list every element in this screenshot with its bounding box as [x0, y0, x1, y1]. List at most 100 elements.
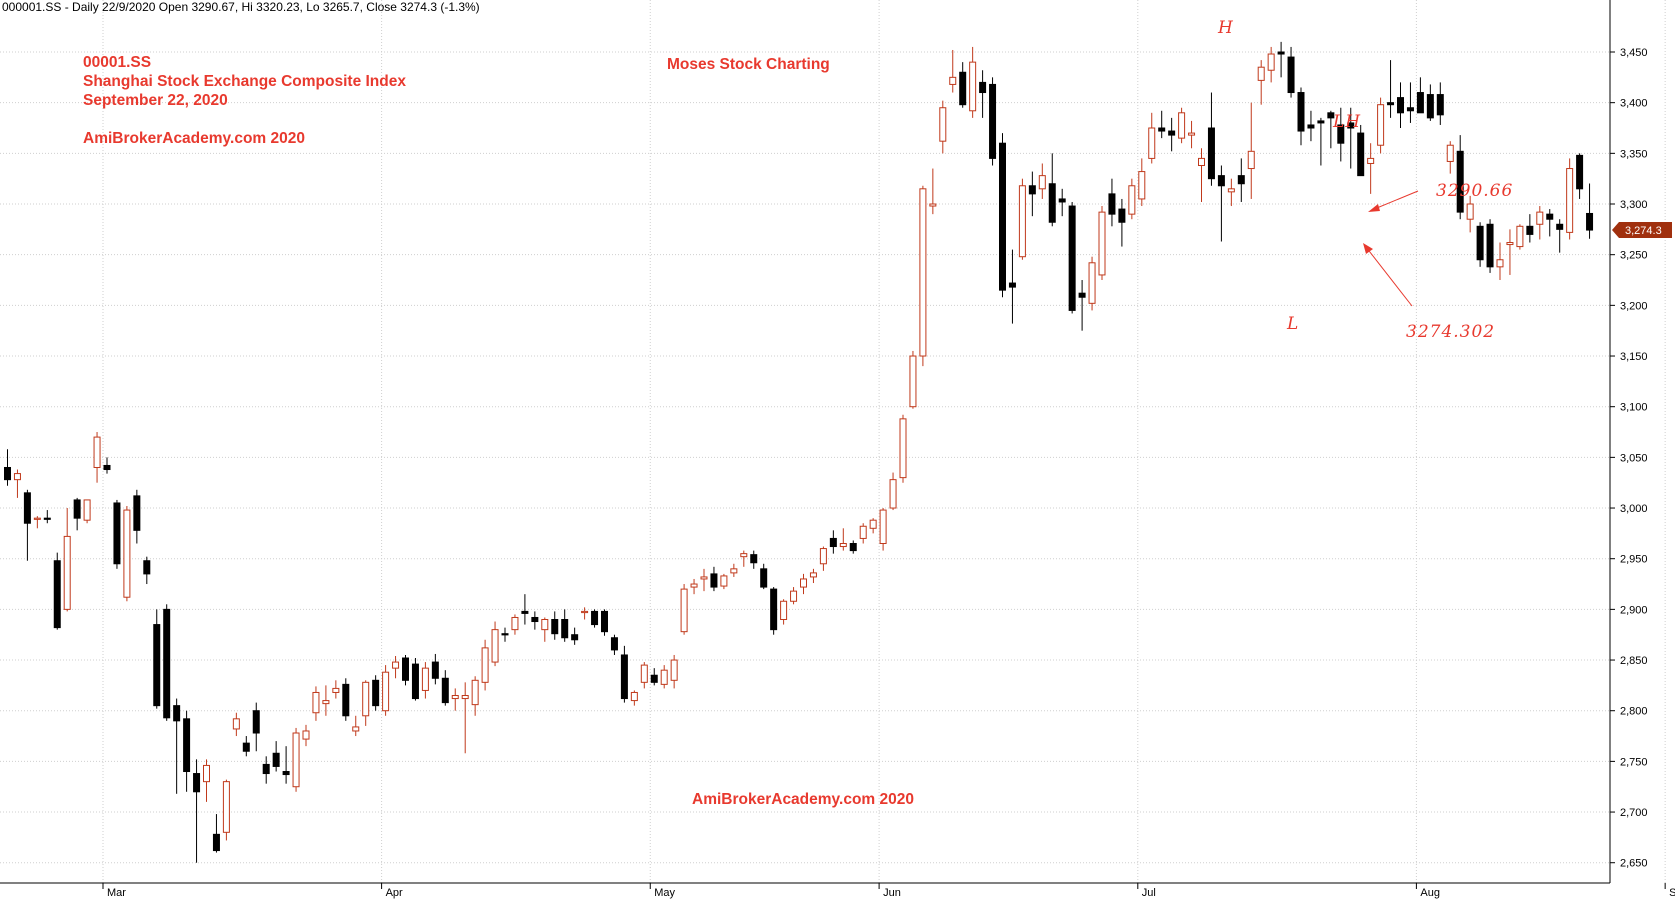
candle	[720, 573, 728, 590]
candle	[919, 185, 927, 367]
candle	[402, 654, 409, 686]
candle	[1456, 135, 1464, 220]
candle	[1377, 97, 1385, 154]
candle	[571, 627, 579, 645]
candle	[392, 655, 400, 679]
candle	[839, 528, 847, 551]
candle	[491, 621, 499, 667]
note-open-price: 3290.66	[1436, 181, 1514, 201]
y-tick-label: 3,050	[1620, 452, 1648, 464]
candle-body	[1217, 175, 1225, 187]
candle	[441, 670, 449, 706]
candle-body	[1397, 97, 1404, 114]
candle	[153, 609, 161, 709]
candle	[979, 70, 987, 118]
candle	[1148, 112, 1156, 164]
candle-body	[1118, 208, 1126, 223]
candle	[382, 665, 390, 716]
y-tick-label: 3,100	[1620, 402, 1648, 414]
candle-body	[203, 764, 210, 783]
candle	[461, 682, 469, 754]
candle-body	[1357, 132, 1365, 177]
candle	[1198, 148, 1205, 202]
candle-body	[382, 671, 390, 712]
candle-body	[312, 691, 320, 714]
site-label-top: AmiBrokerAcademy.com 2020	[83, 130, 305, 147]
x-tick-label: Apr	[386, 887, 403, 899]
candle	[1207, 92, 1215, 186]
candle	[849, 540, 857, 554]
candle-body	[571, 634, 579, 641]
candle-body	[630, 691, 638, 702]
candle-body	[1138, 171, 1146, 200]
candle-body	[660, 669, 668, 685]
y-tick-label: 3,400	[1620, 98, 1648, 110]
candle-body	[999, 142, 1006, 291]
candle-body	[1466, 203, 1474, 220]
y-tick-label: 3,250	[1620, 250, 1648, 262]
candle	[1307, 110, 1315, 142]
candle	[1426, 84, 1434, 121]
annotation-arrows	[1363, 190, 1419, 307]
candle	[93, 432, 101, 483]
candle	[1486, 219, 1494, 273]
candle	[1436, 82, 1444, 125]
y-tick-label: 3,000	[1620, 503, 1648, 515]
candle	[471, 676, 479, 716]
candle	[601, 609, 608, 636]
candle-body	[1078, 292, 1086, 298]
candle-body	[1058, 198, 1066, 203]
candle	[1516, 224, 1524, 250]
candle	[1267, 46, 1275, 83]
candle-body	[372, 679, 380, 707]
candle-body	[959, 71, 967, 106]
candle	[212, 814, 220, 853]
candle-body	[431, 661, 439, 679]
candle	[859, 523, 867, 544]
candle-body	[551, 619, 559, 635]
candle-body	[1277, 51, 1285, 55]
candle	[700, 568, 708, 592]
candle-body	[1128, 185, 1136, 215]
arrow-close-line	[1365, 246, 1413, 307]
candle-body	[1506, 242, 1514, 246]
candle-body	[839, 542, 847, 548]
candle-body	[1436, 94, 1444, 116]
candle	[113, 499, 121, 569]
candle-body	[889, 479, 897, 509]
candle-body	[392, 661, 400, 669]
candle	[809, 568, 817, 584]
candle-body	[1387, 102, 1395, 106]
note-close-price: 3274.302	[1406, 322, 1496, 342]
candle-body	[491, 629, 499, 663]
candle-body	[939, 107, 947, 142]
candle-body	[83, 499, 91, 521]
candle-body	[770, 588, 778, 631]
candle	[1018, 178, 1026, 260]
candle	[829, 530, 837, 554]
y-tick-label: 3,150	[1620, 351, 1648, 363]
candle	[262, 756, 270, 784]
candle-body	[531, 616, 539, 623]
mark-high: H	[1218, 18, 1234, 38]
candle	[1576, 153, 1584, 199]
candle-body	[720, 575, 728, 587]
mark-lower-high: LH	[1333, 112, 1362, 132]
candle	[73, 497, 81, 531]
candle	[650, 668, 658, 686]
y-tick-label: 2,850	[1620, 655, 1648, 667]
candle	[4, 449, 11, 486]
candle	[1387, 60, 1395, 118]
candle-body	[173, 705, 181, 722]
candle-body	[252, 710, 260, 734]
candle-body	[1108, 193, 1116, 215]
candle-body	[103, 464, 111, 471]
candle	[1406, 82, 1414, 123]
candle-body	[561, 619, 569, 639]
candle-body	[421, 667, 429, 691]
candle-body	[53, 560, 61, 629]
candle-body	[1178, 112, 1186, 139]
candle-body	[581, 610, 589, 614]
y-tick-label: 3,350	[1620, 148, 1648, 160]
candle	[1416, 77, 1424, 114]
